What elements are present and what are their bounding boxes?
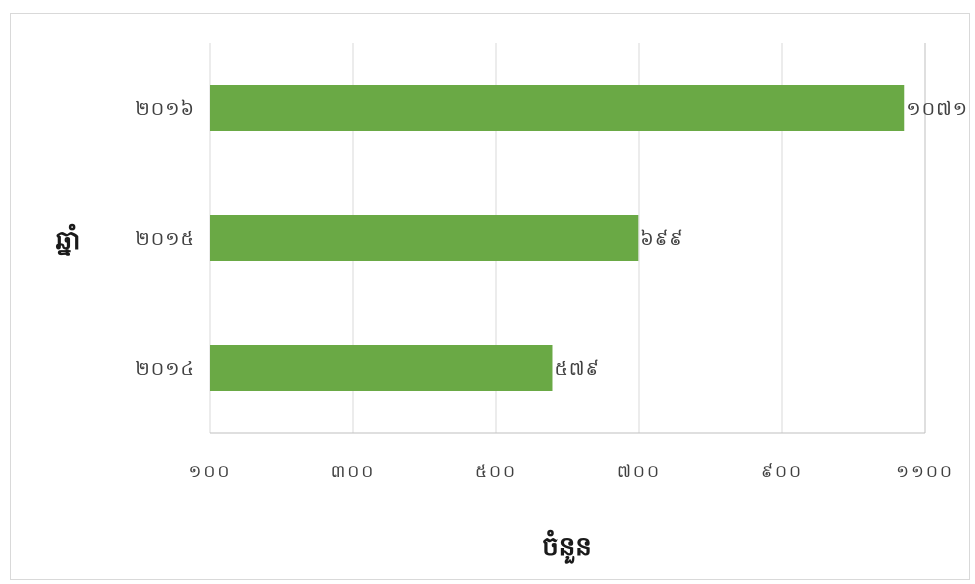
x-axis-title: ចំនួន bbox=[542, 529, 592, 564]
x-tick-label: ១០០ bbox=[189, 462, 232, 482]
chart-frame bbox=[10, 13, 970, 580]
y-category-label: ២០១៥ bbox=[135, 228, 195, 250]
y-category-label: ២០១៤ bbox=[135, 358, 195, 380]
y-axis-title: ឆ្នាំ bbox=[56, 223, 81, 256]
x-tick-label: ៩០០ bbox=[761, 462, 803, 482]
bar-value-label: ៥៧៩ bbox=[554, 358, 600, 380]
bar-២០១៥ bbox=[210, 215, 639, 261]
bar-value-label: ១០៧១ bbox=[906, 98, 968, 120]
x-tick-label: ១១០០ bbox=[896, 462, 954, 482]
bar-២០១៦ bbox=[210, 85, 905, 131]
x-tick-label: ៧០០ bbox=[617, 462, 661, 482]
bar-២០១៤ bbox=[210, 345, 553, 391]
y-category-label: ២០១៦ bbox=[135, 98, 195, 120]
x-tick-label: ៥០០ bbox=[475, 462, 517, 482]
x-tick-label: ៣០០ bbox=[331, 462, 376, 482]
bar-value-label: ៦៩៩ bbox=[640, 228, 683, 250]
